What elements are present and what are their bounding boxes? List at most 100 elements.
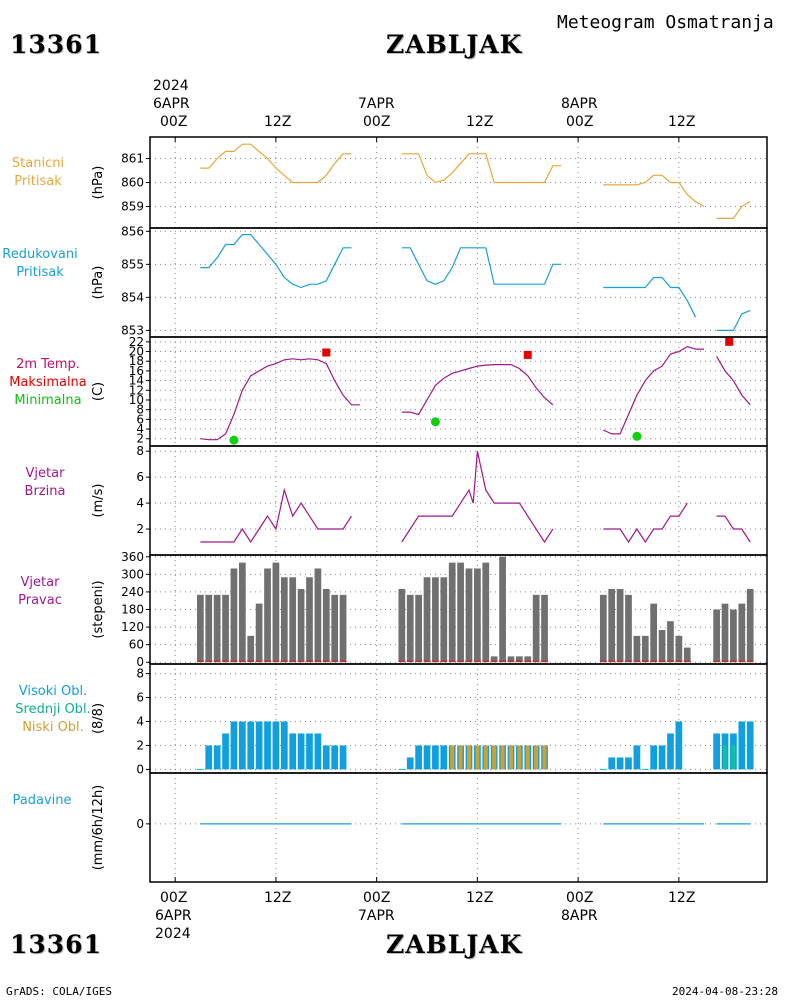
cloud-high-bar xyxy=(616,757,624,770)
cloud-high-bar xyxy=(264,721,271,770)
label-clouds: Visoki Obl. Srednji Obl. Niski Obl. xyxy=(0,683,106,737)
wind-direction-bar xyxy=(406,594,414,663)
cloud-low-bar xyxy=(492,745,497,770)
label-line: Vjetar xyxy=(25,466,65,481)
y-tick-label: 240 xyxy=(121,585,144,599)
reduced_pressure-series-line xyxy=(401,247,562,285)
label-line: Niski Obl. xyxy=(22,720,84,735)
cloud-low-bar xyxy=(525,745,530,770)
wind-direction-bar xyxy=(222,594,229,663)
cloud-high-bar xyxy=(238,721,246,770)
y-tick-label: 6 xyxy=(136,691,144,705)
wind-direction-bar xyxy=(272,562,280,663)
bottom-date-7apr: 7APR xyxy=(358,908,395,924)
y-tick-label: 60 xyxy=(129,638,144,652)
label-line: Vjetar xyxy=(20,575,60,590)
wind-direction-bar xyxy=(516,656,523,663)
top-date-8apr: 8APR xyxy=(561,96,598,112)
y-tick-label: 4 xyxy=(136,714,144,728)
y-tick-label: 0 xyxy=(136,762,144,776)
y-tick-label: 2 xyxy=(136,522,144,536)
wind-direction-bar xyxy=(255,603,263,663)
label-wind-direction: Vjetar Pravac xyxy=(0,574,80,610)
bottom-tick-00z-6: 00Z xyxy=(160,890,188,906)
top-tick-12z-6: 12Z xyxy=(264,114,292,130)
wind-direction-bar xyxy=(423,577,431,663)
label-line: Visoki Obl. xyxy=(18,684,88,699)
y-tick-label: 853 xyxy=(121,323,144,337)
wind_speed-series-line xyxy=(716,515,751,543)
y-tick-label: 20 xyxy=(129,345,144,359)
wind-direction-bar xyxy=(641,635,649,663)
wind-direction-bar xyxy=(658,630,666,663)
wind-direction-bar xyxy=(432,577,439,663)
wind_speed-series-line xyxy=(603,502,688,544)
cloud-high-bar xyxy=(406,757,414,770)
reduced_pressure-series-line xyxy=(603,276,697,318)
reduced_pressure-series-line xyxy=(200,234,352,289)
cloud-low-bar xyxy=(542,745,547,770)
temp-max-marker xyxy=(725,337,734,346)
station_pressure-series-line xyxy=(401,153,562,184)
cloud-high-bar xyxy=(322,745,330,770)
wind-direction-bar xyxy=(625,594,632,663)
wind-direction-bar xyxy=(541,594,548,663)
cloud-low-bar xyxy=(517,745,522,770)
cloud-low-bar xyxy=(483,745,488,770)
wind-direction-bar xyxy=(713,609,720,663)
y-tick-label: 859 xyxy=(121,199,144,213)
cloud-high-bar xyxy=(222,733,229,770)
top-tick-12z-7: 12Z xyxy=(466,114,494,130)
label-line: Pritisak xyxy=(14,174,62,189)
cloud-high-bar xyxy=(423,745,431,770)
wind-direction-bar xyxy=(507,656,515,663)
product-title: Meteogram Osmatranja xyxy=(557,12,774,33)
cloud-low-bar xyxy=(723,745,728,770)
cloud-high-bar xyxy=(314,733,322,770)
wind-direction-bar xyxy=(465,568,473,663)
temp-max-marker xyxy=(523,350,532,359)
label-reduced-pressure: Redukovani Pritisak xyxy=(0,246,80,282)
wind-direction-bar xyxy=(415,594,422,663)
cloud-high-bar xyxy=(440,745,448,770)
top-date-6apr: 6APR xyxy=(153,96,190,112)
station-id-bottom: 13361 xyxy=(10,930,102,959)
y-tick-label: 0 xyxy=(136,817,144,831)
cloud-high-bar xyxy=(667,733,674,770)
cloud-high-bar xyxy=(746,721,754,770)
wind-direction-bar xyxy=(280,577,288,663)
wind-direction-bar xyxy=(474,568,481,663)
cloud-high-bar xyxy=(247,721,255,770)
credit-text: GrADS: COLA/IGES xyxy=(6,985,112,998)
label-line: Maksimalna xyxy=(9,375,87,390)
label-line: Pravac xyxy=(18,593,62,608)
label-line: Srednji Obl. xyxy=(15,702,91,717)
y-tick-label: 0 xyxy=(136,655,144,669)
wind-direction-bar xyxy=(238,562,246,663)
wind_speed-series-line xyxy=(200,487,353,544)
label-line: 2m Temp. xyxy=(16,357,80,372)
wind-direction-bar xyxy=(457,562,464,663)
label-wind-speed: Vjetar Brzina xyxy=(0,465,90,501)
wind-direction-bar xyxy=(314,568,322,663)
station-name-top: ZABLJAK xyxy=(386,30,523,59)
y-tick-label: 12 xyxy=(129,383,144,397)
station-id-top: 13361 xyxy=(10,30,102,59)
cloud-high-bar xyxy=(713,733,720,770)
label-line: Redukovani xyxy=(2,247,78,262)
cloud-low-bar xyxy=(466,745,472,770)
cloud-high-bar xyxy=(633,745,641,770)
y-tick-label: 2 xyxy=(136,738,144,752)
wind-direction-bar xyxy=(633,635,641,663)
top-year-label: 2024 xyxy=(153,78,189,94)
bottom-tick-12z-7: 12Z xyxy=(466,890,494,906)
y-tick-label: 10 xyxy=(129,393,144,407)
y-axis-unit: (m/s) xyxy=(91,484,106,518)
wind-direction-bar xyxy=(197,594,204,663)
cloud-high-bar xyxy=(306,733,313,770)
label-line: Pritisak xyxy=(16,265,64,280)
cloud-low-bar xyxy=(475,745,480,770)
wind-direction-bar xyxy=(721,603,729,663)
wind-direction-bar xyxy=(339,594,347,663)
wind-direction-bar xyxy=(667,621,674,663)
